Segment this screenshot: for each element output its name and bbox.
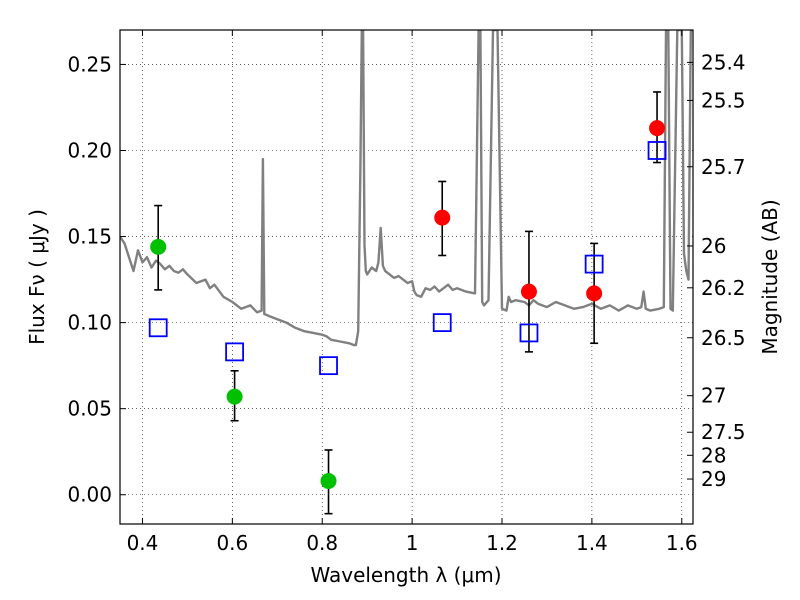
spectrum-line bbox=[120, 30, 693, 347]
axes-layer: 0.4 0.6 0.8 1 1.2 1.4 1.6 0.00 0.05 0.10 0.15 0.20 0… bbox=[67, 30, 746, 555]
x-tick-label: 0.4 bbox=[127, 531, 159, 555]
y-tick-label: 0.15 bbox=[67, 225, 112, 249]
x-tick-label: 0.6 bbox=[216, 531, 248, 555]
model-square bbox=[432, 313, 452, 333]
x-tick-label: 1.6 bbox=[666, 531, 698, 555]
model-square bbox=[519, 323, 539, 343]
x-axis-label: Wavelength λ (μm) bbox=[310, 563, 501, 587]
y2-tick-label: 27 bbox=[701, 384, 726, 408]
y-tick-label: 0.10 bbox=[67, 311, 112, 335]
data-point bbox=[434, 209, 451, 226]
plot-frame bbox=[119, 29, 694, 525]
series-layer bbox=[120, 30, 693, 515]
x-tick-label: 1.4 bbox=[576, 531, 608, 555]
model-square bbox=[148, 318, 168, 338]
model-square bbox=[225, 342, 245, 362]
y-tick-label: 0.05 bbox=[67, 397, 112, 421]
data-point bbox=[150, 238, 167, 255]
x-tick-label: 1.2 bbox=[486, 531, 518, 555]
y2-tick-label: 29 bbox=[701, 467, 726, 491]
x-tick-label: 0.8 bbox=[306, 531, 338, 555]
model-square bbox=[647, 141, 667, 160]
y2-tick-label: 25.5 bbox=[701, 88, 746, 112]
y2-tick-label: 27.5 bbox=[701, 420, 746, 444]
plot-background bbox=[120, 30, 693, 524]
y2-tick-label: 26.2 bbox=[701, 276, 746, 300]
y2-tick-label: 25.7 bbox=[701, 155, 746, 179]
y2-tick-label: 25.4 bbox=[701, 50, 746, 74]
model-square bbox=[584, 254, 604, 274]
y-tick-label: 0.00 bbox=[67, 483, 112, 507]
y-tick-label: 0.20 bbox=[67, 138, 112, 162]
y-axis-label: Flux Fν ( μJy ) bbox=[25, 209, 49, 345]
y2-axis-label: Magnitude (AB) bbox=[758, 199, 782, 354]
y-tick-label: 0.25 bbox=[67, 52, 112, 76]
model-square bbox=[319, 356, 338, 376]
y2-tick-label: 28 bbox=[701, 443, 726, 467]
x-tick-label: 1 bbox=[406, 531, 419, 555]
data-point bbox=[520, 283, 537, 300]
y2-tick-label: 26.5 bbox=[701, 326, 746, 350]
data-point bbox=[586, 285, 603, 302]
data-point bbox=[320, 472, 337, 489]
data-point bbox=[226, 388, 243, 405]
data-point bbox=[649, 120, 666, 137]
y2-tick-label: 26 bbox=[701, 234, 726, 258]
